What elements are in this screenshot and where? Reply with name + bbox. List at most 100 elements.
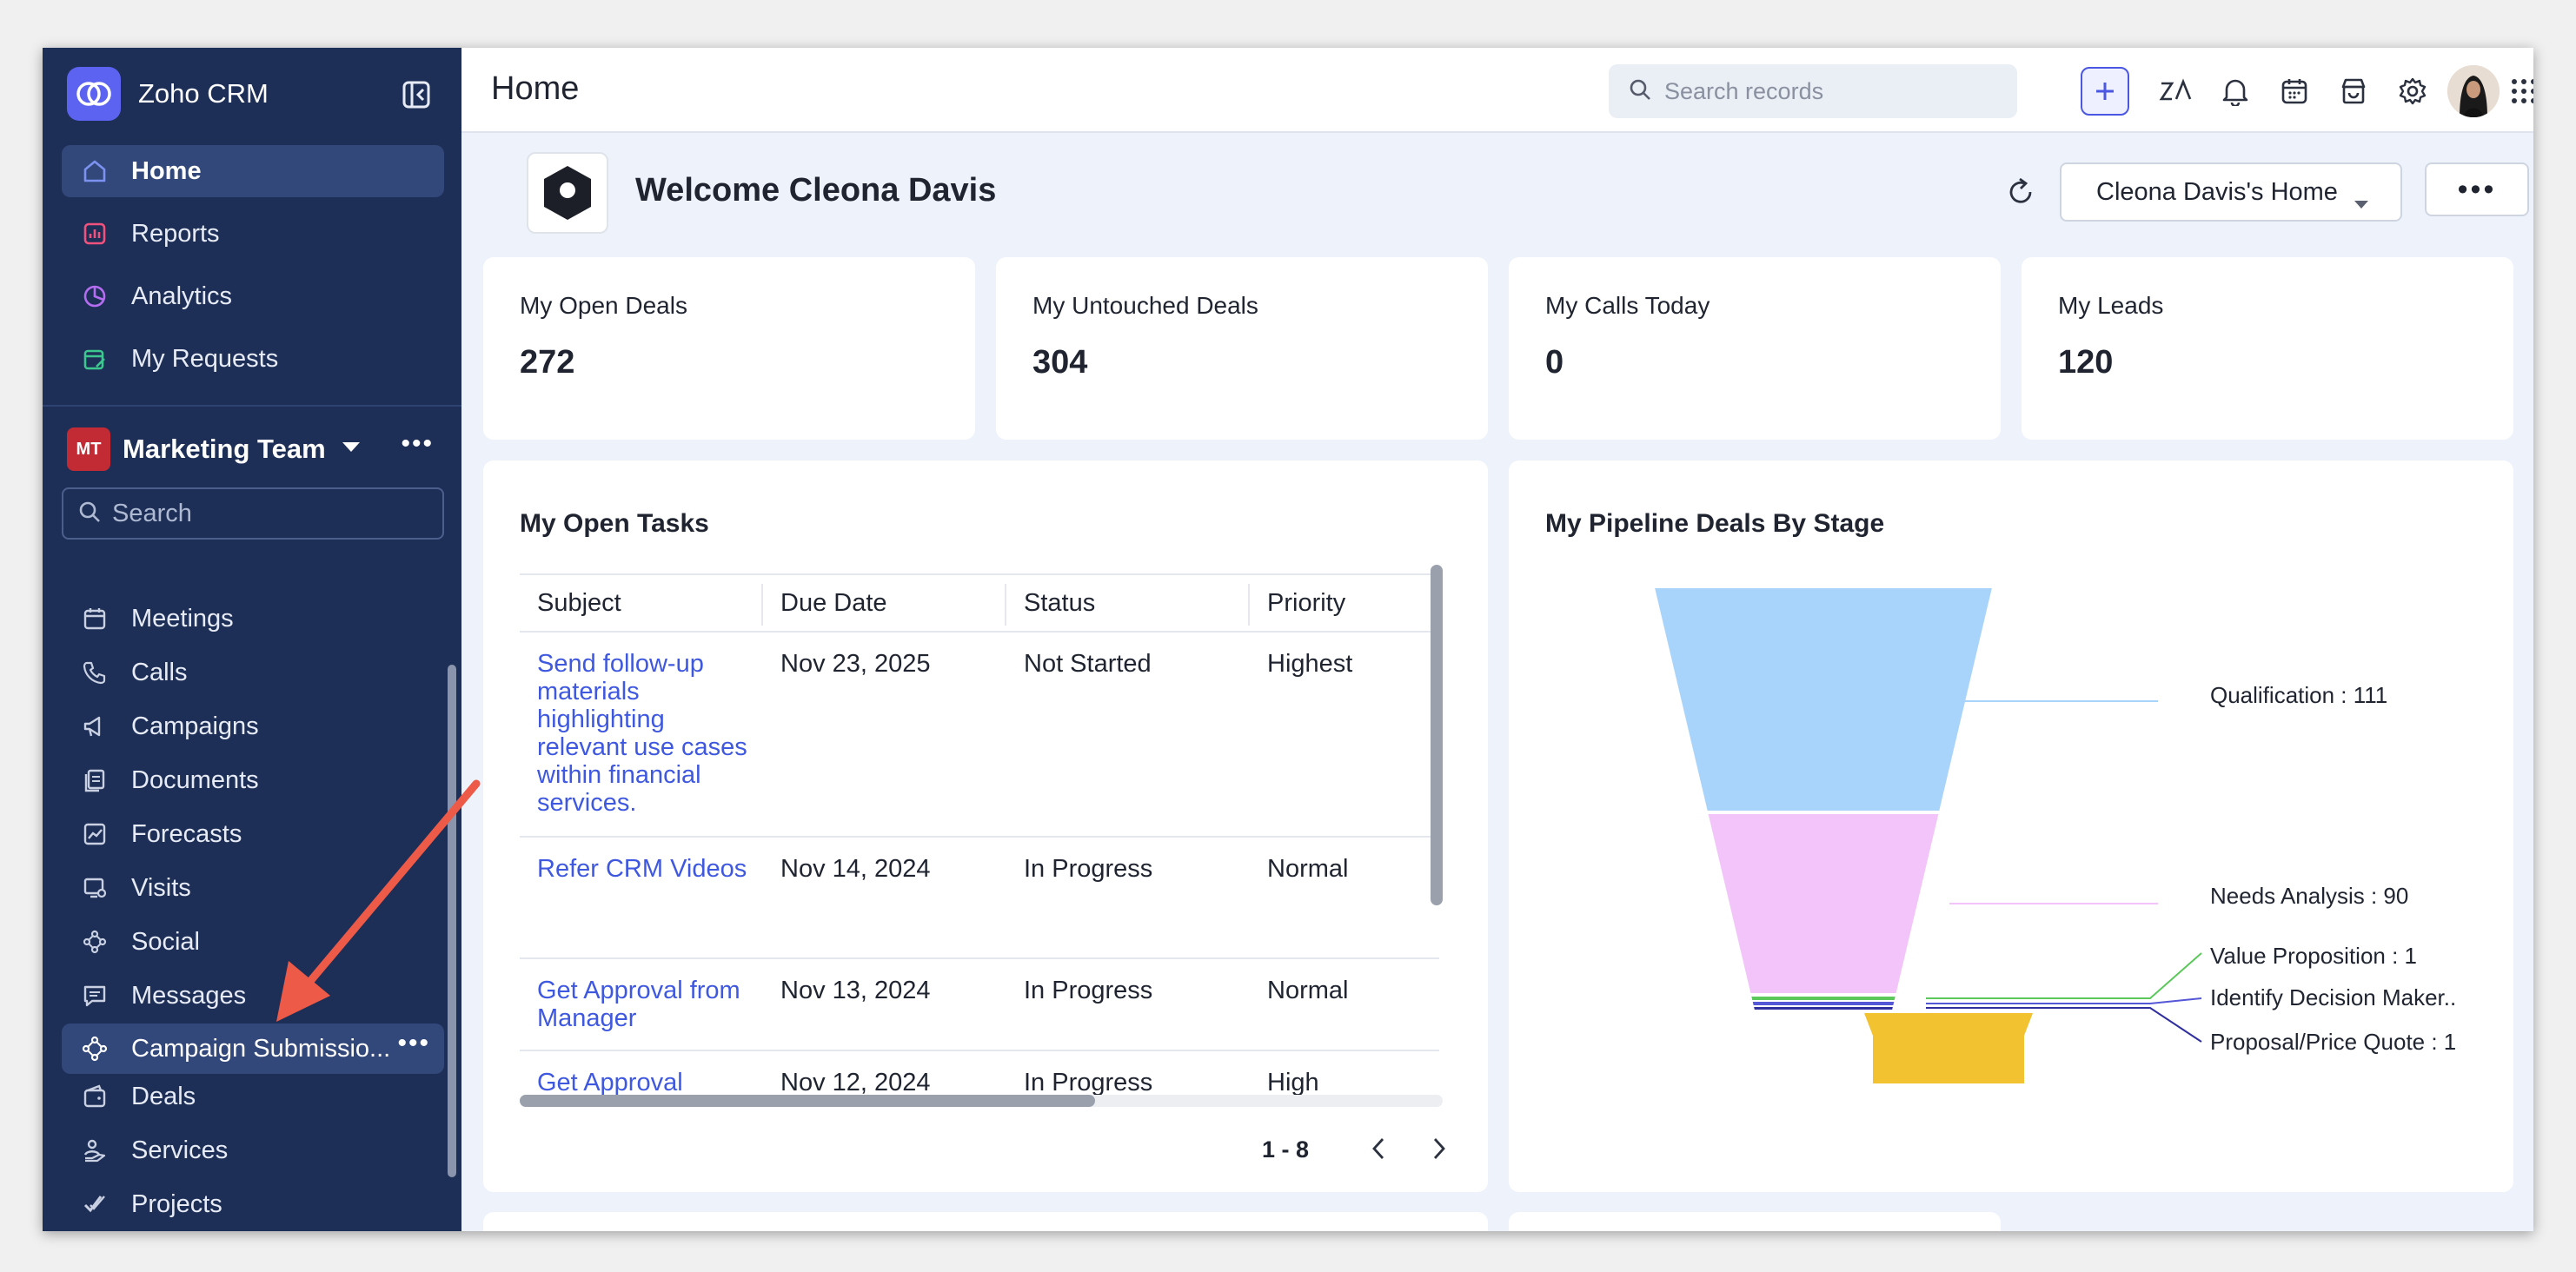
kpi-label: My Leads	[2058, 292, 2164, 319]
brand-name: Zoho CRM	[138, 78, 269, 109]
more-options-icon[interactable]: •••	[397, 1029, 430, 1057]
kpi-card-open-deals[interactable]: My Open Deals 272	[483, 257, 975, 440]
sidebar-item-campaigns[interactable]: Campaigns	[62, 701, 444, 752]
funnel-label: Needs Analysis : 90	[2210, 883, 2409, 909]
tasks-table: Subject Due Date Status Priority Send fo…	[520, 573, 1439, 1099]
search-records-input[interactable]	[1664, 77, 2012, 105]
sidebar-item-projects[interactable]: Projects	[62, 1179, 444, 1229]
apps-grid-icon[interactable]	[2506, 73, 2533, 109]
sidebar-item-calls[interactable]: Calls	[62, 647, 444, 698]
sidebar-item-label: Social	[131, 927, 200, 956]
sidebar-item-documents[interactable]: Documents	[62, 755, 444, 805]
column-header[interactable]: Due Date	[780, 589, 887, 617]
nav-reports[interactable]: Reports	[62, 208, 444, 260]
column-divider	[761, 584, 763, 626]
sidebar-item-campaign-submissio[interactable]: Campaign Submissio... •••	[62, 1024, 444, 1074]
funnel-segment-proposal[interactable]	[1754, 1007, 1893, 1010]
funnel-segment-value-proposition[interactable]	[1751, 997, 1895, 1000]
funnel-segment-needs-analysis[interactable]	[1708, 814, 1939, 993]
nav-analytics[interactable]: Analytics	[62, 270, 444, 322]
sidebar-search-input[interactable]	[112, 499, 425, 528]
sidebar-item-visits[interactable]: Visits	[62, 863, 444, 913]
sidebar-item-label: Meetings	[131, 604, 234, 633]
pipeline-card: My Pipeline Deals By Stage Qualification…	[1509, 460, 2513, 1192]
sidebar-item-label: Campaign Submissio...	[131, 1034, 391, 1063]
team-switcher[interactable]: MT Marketing Team •••	[67, 425, 441, 474]
column-header[interactable]: Subject	[537, 589, 621, 617]
funnel-segment-qualification[interactable]	[1655, 588, 1992, 811]
funnel-segment-closed[interactable]	[1864, 1013, 2033, 1083]
gear-icon[interactable]	[2394, 73, 2431, 109]
services-icon	[77, 1133, 112, 1168]
home-view-dropdown[interactable]: Cleona Davis's Home	[2060, 162, 2402, 222]
search-records[interactable]	[1609, 64, 2017, 118]
task-priority: Highest	[1267, 650, 1353, 678]
sidebar-item-deals[interactable]: Deals	[62, 1071, 444, 1122]
table-horizontal-scrollbar[interactable]	[520, 1095, 1095, 1107]
sidebar-item-services[interactable]: Services	[62, 1125, 444, 1176]
plus-icon	[2096, 83, 2114, 100]
bell-icon[interactable]	[2217, 73, 2254, 109]
team-name: Marketing Team	[123, 434, 326, 464]
chevron-down-icon[interactable]	[342, 441, 361, 458]
kpi-label: My Calls Today	[1545, 292, 1710, 319]
marketplace-icon[interactable]	[2335, 73, 2372, 109]
kpi-value: 304	[1032, 344, 1088, 381]
task-subject-link[interactable]: Get Approval from Manager	[537, 977, 740, 1032]
page-title: Home	[491, 70, 580, 107]
task-status: Not Started	[1024, 650, 1152, 678]
chevron-left-icon[interactable]	[1361, 1131, 1396, 1166]
table-row: Refer CRM Videos Nov 14, 2024 In Progres…	[520, 838, 1439, 959]
social-icon	[77, 924, 112, 959]
sidebar-scrollbar[interactable]	[448, 665, 456, 1177]
task-subject-link[interactable]: Send follow-up materials highlighting re…	[537, 650, 747, 817]
column-header[interactable]: Status	[1024, 589, 1096, 617]
nav-my-requests[interactable]: My Requests	[62, 333, 444, 385]
reports-icon	[77, 216, 112, 251]
task-status: In Progress	[1024, 977, 1153, 1004]
nav-label: Reports	[131, 219, 220, 248]
nav-home[interactable]: Home	[62, 145, 444, 197]
column-divider	[1248, 584, 1250, 626]
sidebar-item-messages[interactable]: Messages	[62, 971, 444, 1021]
collapse-sidebar-icon[interactable]	[399, 77, 434, 112]
leader-line-proposal	[1926, 1007, 2202, 1043]
kpi-card-calls-today[interactable]: My Calls Today 0	[1509, 257, 2001, 440]
sidebar-item-meetings[interactable]: Meetings	[62, 593, 444, 644]
zia-icon[interactable]	[2158, 73, 2194, 109]
kpi-card-untouched-deals[interactable]: My Untouched Deals 304	[996, 257, 1488, 440]
sidebar: Zoho CRM Home Reports Analytics My Reque…	[43, 48, 461, 1231]
calendar-icon[interactable]	[2276, 73, 2313, 109]
sidebar-item-forecasts[interactable]: Forecasts	[62, 809, 444, 859]
analytics-icon	[77, 279, 112, 314]
sidebar-item-label: Visits	[131, 873, 191, 902]
calendar-icon	[77, 601, 112, 636]
refresh-icon[interactable]	[2002, 173, 2040, 211]
task-due-date: Nov 14, 2024	[780, 855, 931, 883]
more-options-button[interactable]: •••	[2425, 162, 2529, 216]
more-options-icon[interactable]: •••	[401, 429, 434, 458]
team-badge: MT	[67, 427, 110, 471]
chevron-down-icon	[2354, 189, 2369, 217]
funnel-segment-identify-decision-maker[interactable]	[1752, 1002, 1895, 1005]
kpi-card-leads[interactable]: My Leads 120	[2022, 257, 2513, 440]
task-subject-link[interactable]: Get Approval	[537, 1069, 683, 1096]
funnel-label: Identify Decision Maker..	[2210, 984, 2457, 1010]
chevron-right-icon[interactable]	[1422, 1131, 1457, 1166]
column-header[interactable]: Priority	[1267, 589, 1346, 617]
task-status: In Progress	[1024, 1069, 1153, 1096]
table-vertical-scrollbar[interactable]	[1431, 565, 1443, 905]
home-icon	[77, 154, 112, 189]
pipeline-funnel-chart[interactable]	[1509, 460, 2513, 1192]
zoho-crm-logo-icon	[67, 67, 121, 121]
task-subject-link[interactable]: Refer CRM Videos	[537, 855, 747, 883]
create-new-button[interactable]	[2081, 67, 2129, 116]
brand[interactable]: Zoho CRM	[67, 67, 269, 121]
sidebar-search[interactable]	[62, 487, 444, 540]
kpi-value: 0	[1545, 344, 1564, 381]
search-icon	[77, 500, 102, 528]
messages-icon	[77, 978, 112, 1013]
user-avatar[interactable]	[2447, 65, 2500, 117]
sidebar-item-social[interactable]: Social	[62, 917, 444, 967]
